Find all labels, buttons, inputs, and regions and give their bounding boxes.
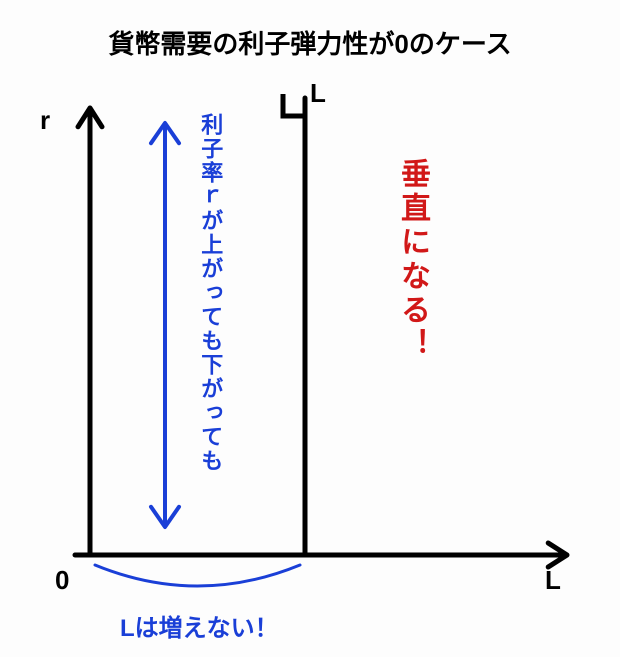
- l-curve-label: L: [310, 78, 326, 109]
- blue-annotation-text: 利子率ｒが上がっても下がっても: [198, 113, 222, 473]
- origin-label: 0: [55, 565, 69, 596]
- bottom-annotation-text: Lは増えない！: [120, 608, 279, 643]
- diagram-canvas: 貨幣需要の利子弾力性が0のケース r 0 L L 利子率ｒが上がっても下がっても…: [0, 0, 620, 657]
- red-annotation-text: 垂直になる！: [396, 158, 429, 362]
- x-axis-label: L: [545, 565, 561, 596]
- y-axis-label: r: [40, 105, 50, 136]
